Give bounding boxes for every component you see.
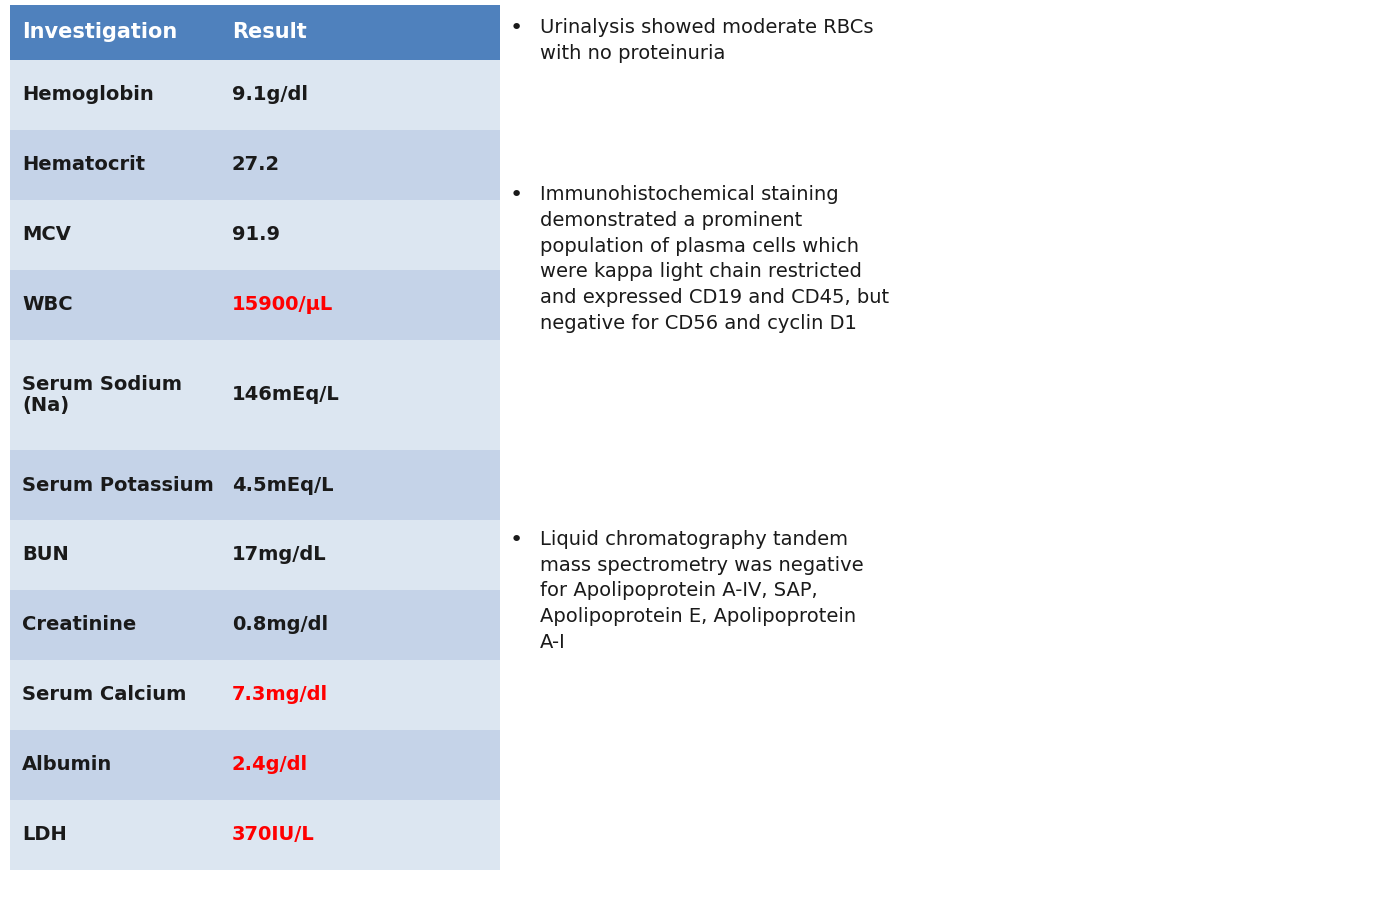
Text: 9.1g/dl: 9.1g/dl	[232, 85, 308, 104]
Text: Urinalysis showed moderate RBCs
with no proteinuria: Urinalysis showed moderate RBCs with no …	[540, 18, 874, 63]
Text: Serum Potassium: Serum Potassium	[22, 475, 214, 494]
Text: 91.9: 91.9	[232, 226, 280, 245]
Text: Serum Calcium: Serum Calcium	[22, 686, 186, 705]
Text: 7.3mg/dl: 7.3mg/dl	[232, 686, 328, 705]
Text: Result: Result	[232, 23, 307, 43]
FancyBboxPatch shape	[10, 520, 500, 590]
Text: BUN: BUN	[22, 545, 69, 564]
Text: •: •	[510, 530, 524, 550]
Text: 370IU/L: 370IU/L	[232, 825, 315, 844]
Text: MCV: MCV	[22, 226, 71, 245]
FancyBboxPatch shape	[10, 5, 500, 60]
Text: Investigation: Investigation	[22, 23, 178, 43]
FancyBboxPatch shape	[10, 130, 500, 200]
FancyBboxPatch shape	[10, 200, 500, 270]
Text: •: •	[510, 185, 524, 205]
FancyBboxPatch shape	[10, 730, 500, 800]
FancyBboxPatch shape	[10, 660, 500, 730]
Text: Immunohistochemical staining
demonstrated a prominent
population of plasma cells: Immunohistochemical staining demonstrate…	[540, 185, 889, 333]
Text: Liquid chromatography tandem
mass spectrometry was negative
for Apolipoprotein A: Liquid chromatography tandem mass spectr…	[540, 530, 864, 652]
FancyBboxPatch shape	[10, 800, 500, 870]
Text: Hematocrit: Hematocrit	[22, 155, 146, 174]
Text: •: •	[510, 18, 524, 38]
Text: 4.5mEq/L: 4.5mEq/L	[232, 475, 333, 494]
Text: Creatinine: Creatinine	[22, 616, 136, 635]
Text: Serum Sodium
(Na): Serum Sodium (Na)	[22, 375, 182, 415]
Text: 17mg/dL: 17mg/dL	[232, 545, 326, 564]
Text: 146mEq/L: 146mEq/L	[232, 385, 340, 405]
Text: Albumin: Albumin	[22, 756, 112, 775]
Text: 15900/μL: 15900/μL	[232, 296, 333, 315]
FancyBboxPatch shape	[10, 270, 500, 340]
Text: Hemoglobin: Hemoglobin	[22, 85, 154, 104]
Text: WBC: WBC	[22, 296, 73, 315]
FancyBboxPatch shape	[10, 450, 500, 520]
Text: 27.2: 27.2	[232, 155, 280, 174]
FancyBboxPatch shape	[10, 590, 500, 660]
FancyBboxPatch shape	[10, 340, 500, 450]
FancyBboxPatch shape	[10, 60, 500, 130]
Text: LDH: LDH	[22, 825, 67, 844]
Text: 0.8mg/dl: 0.8mg/dl	[232, 616, 328, 635]
Text: 2.4g/dl: 2.4g/dl	[232, 756, 308, 775]
